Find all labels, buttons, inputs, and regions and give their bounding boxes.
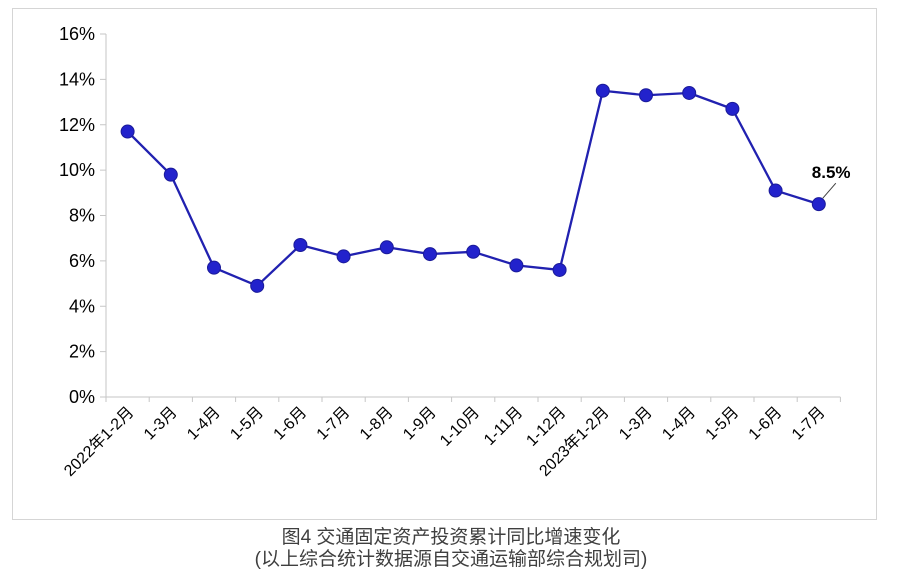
- x-tick-label: 1-4月: [184, 404, 224, 444]
- data-point-marker: [466, 244, 481, 259]
- data-point-marker: [379, 240, 394, 255]
- data-point-marker: [250, 278, 265, 293]
- x-tick-label: 1-10月: [437, 404, 483, 450]
- x-tick-label: 2022年1-2月: [61, 403, 138, 480]
- y-tick-label: 12%: [59, 115, 95, 135]
- data-point-marker: [509, 258, 524, 273]
- x-tick-label: 1-6月: [271, 404, 311, 444]
- data-point-marker: [639, 88, 653, 103]
- x-tick-label: 1-9月: [400, 404, 440, 444]
- data-point-marker: [336, 249, 351, 264]
- x-tick-label: 1-6月: [746, 404, 786, 444]
- y-tick-label: 8%: [69, 206, 95, 226]
- y-tick-label: 2%: [69, 342, 95, 362]
- x-tick-label: 1-5月: [227, 404, 267, 444]
- x-tick-label: 1-4月: [659, 404, 699, 444]
- x-tick-label: 1-7月: [314, 404, 354, 444]
- x-tick-label: 1-8月: [357, 404, 397, 444]
- y-tick-label: 10%: [59, 160, 95, 180]
- x-tick-label: 1-11月: [481, 404, 526, 449]
- y-tick-label: 16%: [59, 24, 95, 44]
- y-tick-label: 0%: [69, 387, 95, 407]
- x-tick-label: 1-7月: [789, 404, 829, 444]
- data-point-marker: [552, 262, 567, 277]
- data-point-marker: [423, 247, 437, 262]
- figure-title: 图4 交通固定资产投资累计同比增速变化: [281, 527, 621, 548]
- annotation-leader-line: [822, 182, 837, 199]
- data-point-marker: [768, 183, 783, 198]
- figure-source-note: (以上综合统计数据源自交通运输部综合规划司): [254, 549, 648, 570]
- x-tick-label: 1-3月: [616, 404, 656, 444]
- y-tick-label: 6%: [69, 251, 95, 271]
- data-point-marker: [682, 85, 697, 100]
- data-point-marker: [595, 83, 610, 98]
- y-tick-label: 4%: [69, 296, 95, 316]
- data-point-marker: [120, 124, 135, 139]
- y-tick-label: 14%: [59, 69, 95, 89]
- annotation-label: 8.5%: [812, 163, 851, 182]
- chart-frame: 0% 2% 4% 6% 8% 10% 12% 14% 16% 2022年1-2月 1-3月 1-4月 1…: [12, 8, 877, 520]
- data-point-marker: [725, 101, 740, 116]
- x-tick-label: 1-5月: [703, 404, 743, 444]
- figure-caption: 图4 交通固定资产投资累计同比增速变化 (以上综合统计数据源自交通运输部综合规划…: [0, 527, 902, 571]
- x-tick-label: 1-3月: [141, 404, 181, 444]
- line-chart: 0%2%4%6%8%10%12%14%16%2022年1-2月 1-3月 1-4月 1…: [59, 24, 851, 480]
- data-point-marker: [163, 167, 178, 182]
- data-point-marker: [207, 260, 221, 275]
- data-point-marker: [293, 237, 308, 252]
- data-point-marker: [811, 197, 826, 212]
